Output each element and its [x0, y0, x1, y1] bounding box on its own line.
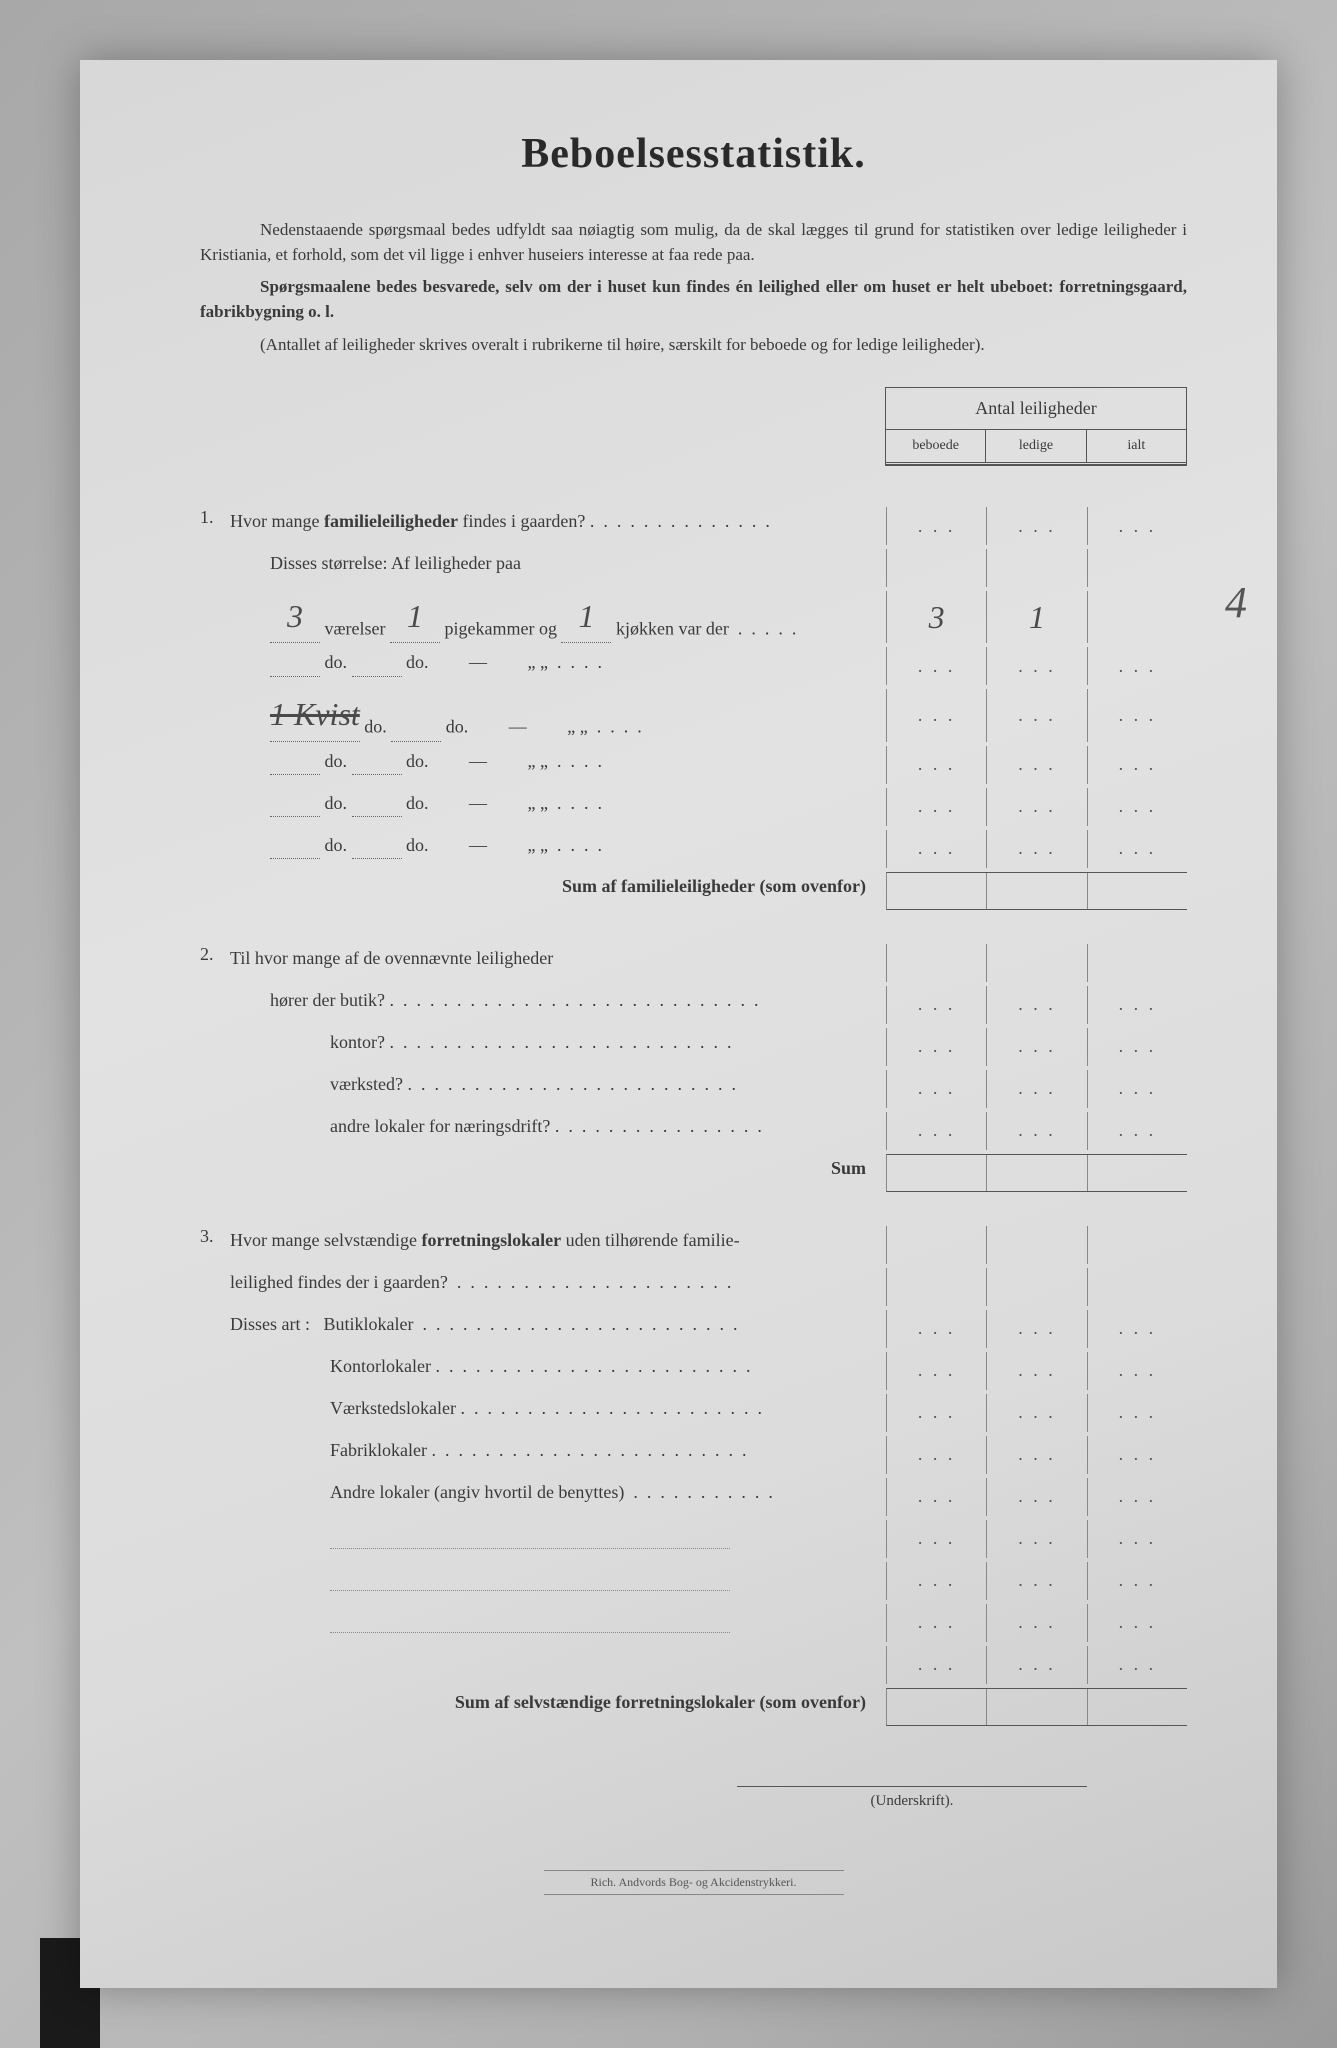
q1-vaerelser: værelser — [325, 619, 386, 639]
q3-blank-1 — [200, 1520, 1187, 1558]
do-2b: do. — [446, 717, 469, 737]
q1-rooms-hw: 3 — [270, 591, 320, 643]
header-antal: Antal leiligheder — [886, 388, 1186, 430]
do-4a: do. — [325, 793, 348, 813]
q1-sum-row: Sum af familieleiligheder (som ovenfor) — [200, 872, 1187, 910]
ditto-3: „ „ — [528, 751, 548, 771]
q1-size-row-2: do. do. — „ „ . . . . — [200, 647, 1187, 685]
q1-sub-label-row: Disses størrelse: Af leiligheder paa — [200, 549, 1187, 587]
q3-l2: Kontorlokaler — [330, 1356, 431, 1376]
q1-size-row-6: do. do. — „ „ . . . . — [200, 830, 1187, 868]
q2-number: 2. — [200, 944, 230, 965]
intro-text-1: Nedenstaaende spørgsmaal bedes udfyldt s… — [200, 220, 1187, 264]
ditto-5: „ „ — [528, 835, 548, 855]
q1-row: 1. Hvor mange familieleiligheder findes … — [200, 507, 1187, 545]
q2-row: 2. Til hvor mange af de ovennævnte leili… — [200, 944, 1187, 982]
ditto-4: „ „ — [528, 793, 548, 813]
q3-fabrik: Fabriklokaler . . . . . . . . . . . . . … — [200, 1436, 1187, 1474]
q1-number: 1. — [200, 507, 230, 528]
q3-blank-4 — [200, 1646, 1187, 1684]
q3-kontor: Kontorlokaler . . . . . . . . . . . . . … — [200, 1352, 1187, 1390]
q2-andre: andre lokaler for næringsdrift? . . . . … — [200, 1112, 1187, 1150]
ditto-1: „ „ — [528, 652, 548, 672]
q1-kjokken: kjøkken var der — [616, 619, 729, 639]
q1-text: Hvor mange familieleiligheder findes i g… — [230, 507, 886, 536]
q2-kontor: kontor? . . . . . . . . . . . . . . . . … — [200, 1028, 1187, 1066]
q3-vaerksted: Værkstedslokaler . . . . . . . . . . . .… — [200, 1394, 1187, 1432]
q2-text: Til hvor mange af de ovennævnte leilighe… — [230, 944, 886, 973]
q3-number: 3. — [200, 1226, 230, 1247]
q1-kj-hw: 1 — [561, 591, 611, 643]
do-1a: do. — [325, 652, 348, 672]
q3-row-b: leilighed findes der i gaarden? . . . . … — [200, 1268, 1187, 1306]
q3-l5: Andre lokaler (angiv hvortil de benyttes… — [330, 1482, 624, 1502]
do-2a: do. — [364, 717, 387, 737]
document-page: Beboelsesstatistik. Nedenstaaende spørgs… — [80, 60, 1277, 1988]
q1-pigekammer: pigekammer og — [444, 619, 556, 639]
do-1b: do. — [406, 652, 429, 672]
do-3a: do. — [325, 751, 348, 771]
q3-l3: Værkstedslokaler — [330, 1398, 456, 1418]
intro-text-3: (Antallet af leiligheder skrives overalt… — [260, 335, 985, 354]
header-ialt: ialt — [1087, 430, 1186, 462]
do-5a: do. — [325, 835, 348, 855]
signature-label: (Underskrift). — [737, 1786, 1087, 1810]
q3-l1: Butiklokaler — [324, 1314, 414, 1334]
header-beboede: beboede — [886, 430, 986, 462]
questions-list: 1. Hvor mange familieleiligheder findes … — [200, 387, 1187, 1725]
intro-paragraph-2: Spørgsmaalene bedes besvarede, selv om d… — [200, 275, 1187, 324]
intro-text-2: Spørgsmaalene bedes besvarede, selv om d… — [200, 277, 1187, 321]
q1-cell-ledige — [987, 507, 1087, 545]
page-title: Beboelsesstatistik. — [200, 130, 1187, 178]
q3-andre: Andre lokaler (angiv hvortil de benyttes… — [200, 1478, 1187, 1516]
q3-blank-3 — [200, 1604, 1187, 1642]
q2-sum-row: Sum — [200, 1154, 1187, 1192]
q3-disses: Disses art : — [230, 1314, 310, 1334]
q2-butik-label: hører der butik? — [270, 990, 385, 1010]
q1-size-row-1: 3 værelser 1 pigekammer og 1 kjøkken var… — [200, 591, 1187, 643]
ditto-2: „ „ — [567, 717, 587, 737]
intro-paragraph-1: Nedenstaaende spørgsmaal bedes udfyldt s… — [200, 218, 1187, 267]
header-ledige: ledige — [986, 430, 1086, 462]
q1-size-row-4: do. do. — „ „ . . . . — [200, 746, 1187, 784]
q2-vaerksted-label: værksted? — [330, 1074, 403, 1094]
q3-sum-row: Sum af selvstændige forretningslokaler (… — [200, 1688, 1187, 1726]
q2-sum-label: Sum — [230, 1154, 886, 1183]
margin-handwriting-4: 4 — [1225, 577, 1247, 628]
q1-r1-beboede: 3 — [887, 591, 987, 643]
q3-text-b: leilighed findes der i gaarden? — [230, 1272, 448, 1292]
do-4b: do. — [406, 793, 429, 813]
q1-kvist-hw: 1 Kvist — [270, 689, 360, 741]
printer-credit: Rich. Andvords Bog- og Akcidenstrykkeri. — [544, 1870, 844, 1895]
q1-size-row-5: do. do. — „ „ . . . . — [200, 788, 1187, 826]
q3-butik: Disses art : Butiklokaler . . . . . . . … — [200, 1310, 1187, 1348]
q2-butik: hører der butik? . . . . . . . . . . . .… — [200, 986, 1187, 1024]
q1-r1-ialt — [1088, 591, 1187, 643]
q3-blank-2 — [200, 1562, 1187, 1600]
q1-r1-ledige: 1 — [987, 591, 1087, 643]
q2-vaerksted: værksted? . . . . . . . . . . . . . . . … — [200, 1070, 1187, 1108]
column-header-box: Antal leiligheder beboede ledige ialt — [885, 387, 1187, 466]
q1-cell-ialt — [1088, 507, 1187, 545]
do-5b: do. — [406, 835, 429, 855]
q1-cell-beboede — [887, 507, 987, 545]
main-form-area: Antal leiligheder beboede ledige ialt 4 … — [200, 387, 1187, 1725]
q3-row-a: 3. Hvor mange selvstændige forretningslo… — [200, 1226, 1187, 1264]
q1-sub-label: Disses størrelse: Af leiligheder paa — [230, 549, 886, 578]
intro-paragraph-3: (Antallet af leiligheder skrives overalt… — [200, 333, 1187, 358]
q2-kontor-label: kontor? — [330, 1032, 385, 1052]
signature-area: (Underskrift). — [200, 1786, 1187, 1810]
q1-pk-hw: 1 — [390, 591, 440, 643]
q1-size-row-3: 1 Kvist do. do. — „ „ . . . . — [200, 689, 1187, 741]
q3-text-a: Hvor mange selvstændige forretningslokal… — [230, 1226, 886, 1255]
q2-andre-label: andre lokaler for næringsdrift? — [330, 1116, 550, 1136]
do-3b: do. — [406, 751, 429, 771]
q3-l4: Fabriklokaler — [330, 1440, 427, 1460]
